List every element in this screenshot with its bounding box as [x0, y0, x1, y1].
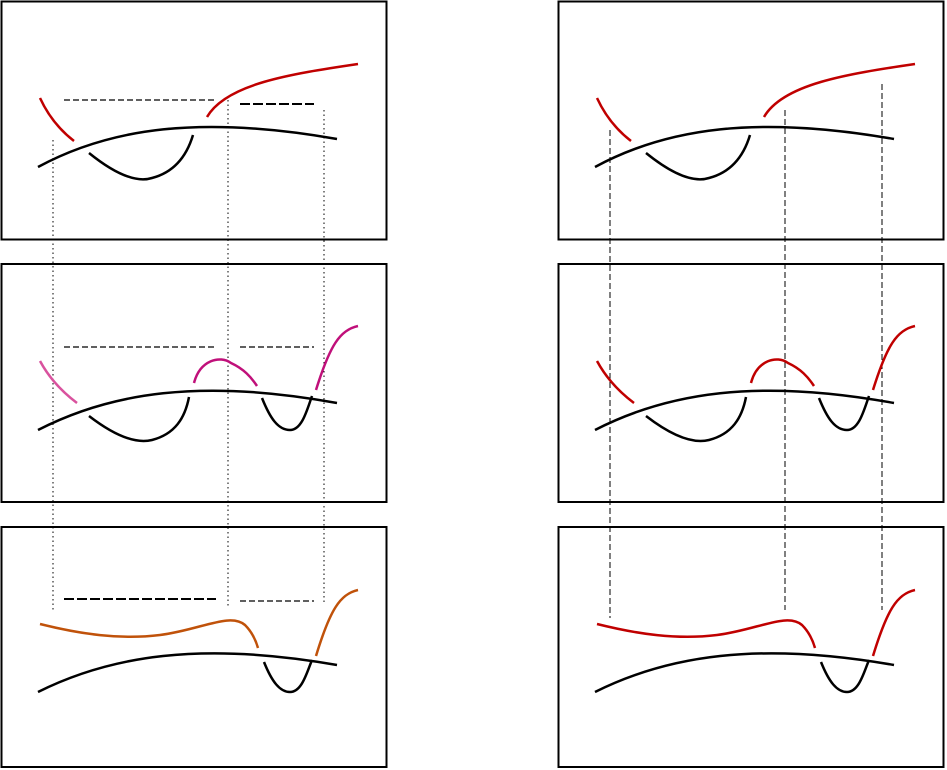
right-vertical-guides: [609, 84, 883, 618]
panel-right-top-content: [594, 62, 916, 181]
panel-left-top-content: [37, 62, 359, 181]
panel-left-middle-content: [37, 324, 359, 443]
panel-right-bottom-content: [594, 588, 916, 694]
orange-curve: [39, 619, 260, 649]
red-branch-right: [871, 324, 916, 391]
base-curve: [594, 652, 895, 694]
base-curve: [37, 652, 338, 694]
red-branch-left: [595, 97, 632, 142]
panel-left-bottom-content: [37, 588, 359, 694]
base-curve: [594, 125, 895, 169]
red-branch-right: [871, 588, 916, 657]
black-dip: [88, 134, 195, 181]
black-dip-1: [88, 396, 191, 443]
red-branch-right: [205, 62, 359, 118]
left-column: [0, 0, 388, 768]
black-dip-2: [260, 395, 314, 432]
base-curve: [37, 125, 338, 169]
orange-branch-right: [314, 588, 359, 657]
black-dip: [819, 659, 871, 694]
base-curve: [594, 389, 895, 432]
red-branch-left: [595, 360, 635, 404]
panel-left-bottom: [0, 526, 388, 768]
panel-right-bottom: [557, 526, 945, 768]
black-dip: [645, 134, 752, 181]
red-branch-left: [38, 97, 75, 142]
right-column: [557, 0, 945, 768]
black-dip-1: [645, 396, 748, 443]
magenta-branch-right: [314, 324, 359, 391]
panel-right-middle: [557, 263, 945, 503]
red-branch-right: [762, 62, 916, 118]
black-dip-2: [817, 395, 871, 432]
black-dip: [262, 659, 314, 694]
red-curve: [596, 619, 817, 649]
panel-left-middle: [0, 263, 388, 503]
magenta-arch: [192, 358, 259, 387]
base-curve: [37, 389, 338, 432]
red-arch: [749, 358, 816, 387]
pink-branch-left: [38, 360, 78, 404]
left-vertical-guides: [52, 100, 325, 612]
panel-left-top: [0, 0, 388, 241]
panel-right-middle-content: [594, 324, 916, 443]
panel-right-top: [557, 0, 945, 241]
